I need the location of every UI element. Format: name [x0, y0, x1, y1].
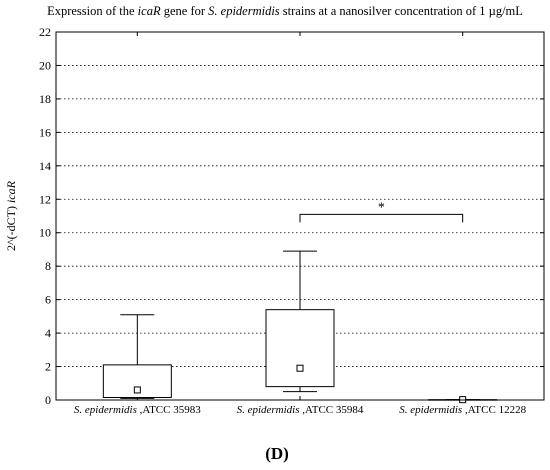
- x-tick-label: S. epidermidis ,ATCC 12228: [399, 404, 526, 416]
- y-tick-label: 8: [45, 259, 51, 273]
- significance-bracket: *: [299, 200, 464, 223]
- y-tick-label: 14: [39, 159, 51, 173]
- significance-label: *: [378, 200, 385, 215]
- y-tick-label: 20: [39, 58, 51, 72]
- median-marker: [296, 364, 304, 372]
- significance-line: [299, 213, 464, 223]
- x-tick-label: S. epidermidis ,ATCC 35983: [74, 404, 201, 416]
- y-tick-label: 0: [45, 393, 51, 407]
- x-tick-label: S. epidermidis ,ATCC 35984: [237, 404, 364, 416]
- median-marker: [133, 386, 141, 394]
- y-tick-label: 6: [45, 293, 51, 307]
- y-tick-label: 16: [39, 125, 51, 139]
- y-axis-ticks: 0 2 4 6 8 10 12 14 16 18 20 22: [39, 25, 544, 407]
- y-tick-label: 22: [39, 25, 51, 39]
- box-plot-1: [102, 314, 172, 399]
- panel-label: (D): [265, 444, 289, 463]
- y-tick-label: 12: [39, 192, 51, 206]
- y-axis-label: 2^(-dCT) icaR: [4, 180, 18, 251]
- box-plot-2: [265, 250, 335, 393]
- chart-title: Expression of the icaR gene for S. epide…: [47, 4, 523, 18]
- y-tick-label: 10: [39, 226, 51, 240]
- iqr-box: [265, 309, 335, 388]
- plot-frame: [55, 31, 545, 401]
- x-axis-ticks: S. epidermidis ,ATCC 35983 S. epidermidis…: [74, 32, 527, 416]
- iqr-box: [102, 364, 172, 398]
- y-tick-label: 18: [39, 92, 51, 106]
- y-tick-label: 2: [45, 360, 51, 374]
- y-tick-label: 4: [45, 326, 51, 340]
- box-plots: [102, 250, 498, 404]
